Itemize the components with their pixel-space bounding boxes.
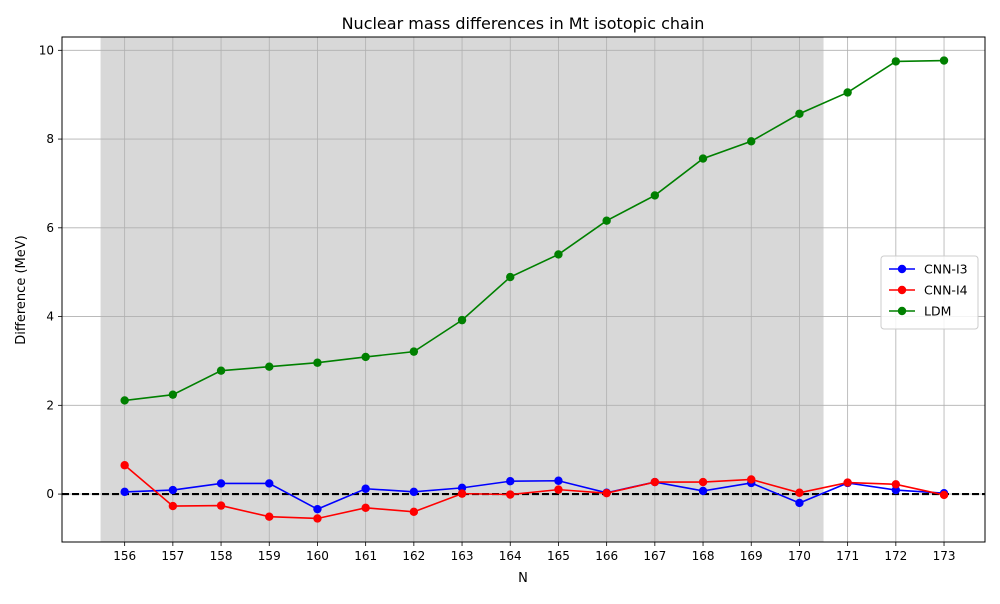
data-point [698,486,708,496]
data-point [602,488,611,498]
data-point [313,504,322,514]
data-point [120,487,129,497]
data-point [216,366,226,375]
x-tick-label: 163 [451,549,474,563]
plot-area: 156 157 158 159 160 161 162 163 164 165 166 167 168 1… [39,36,986,563]
data-point [216,479,226,488]
y-tick-label: 0 [46,487,54,501]
data-point [409,347,419,356]
data-point [554,476,563,485]
y-tick-label: 4 [46,310,54,324]
data-point [168,390,178,399]
x-tick-label: 159 [258,549,281,563]
data-point [554,485,563,494]
data-point [939,490,949,500]
data-point [216,501,226,510]
data-point [843,88,852,97]
data-point [891,480,901,489]
data-point [891,485,901,495]
data-point [265,512,274,521]
y-tick-label: 6 [46,221,54,235]
data-point [168,501,178,511]
x-tick-label: 169 [740,549,763,563]
data-point [265,479,274,488]
x-tick-label: 165 [547,549,570,563]
data-point [891,57,901,66]
data-point [361,484,370,493]
data-point [506,477,515,486]
data-point [168,485,178,495]
y-tick-label: 2 [46,398,54,412]
data-point [795,109,804,118]
x-tick-label: 158 [210,549,233,563]
data-point [698,477,708,487]
series-line [124,464,945,520]
data-point [795,488,804,497]
data-point [795,498,804,508]
x-tick-label: 156 [113,549,136,563]
data-point [313,514,322,523]
data-point [843,478,852,487]
data-point [265,362,274,371]
legend-marker [897,285,907,295]
series-cnn-i4 [120,461,949,523]
data-point [457,489,467,498]
data-point [120,396,129,405]
legend-label: CNN-I3 [924,262,968,277]
series-ldm [120,56,949,405]
data-point [506,490,515,499]
y-tick-label: 8 [46,132,54,146]
plot-frame [61,36,986,543]
legend-marker [897,306,907,316]
x-tick-label: 172 [884,549,907,563]
data-point [698,154,708,163]
legend-label: CNN-I4 [924,283,968,298]
data-point [506,272,515,282]
data-point [361,352,370,362]
data-point [602,216,611,225]
x-tick-label: 171 [836,549,859,563]
y-axis-label: Difference (MeV) [14,235,29,344]
data-point [747,475,756,484]
data-point [650,477,660,487]
series-line [124,479,945,511]
x-tick-label: 164 [499,549,522,563]
series-line [124,59,945,402]
data-point [361,503,370,513]
data-point [313,358,322,367]
x-tick-label: 161 [354,549,377,563]
x-tick-label: 170 [788,549,811,563]
data-point [747,137,756,146]
x-tick-label: 160 [306,549,329,563]
chart-title: Nuclear mass differences in Mt isotopic … [342,14,705,33]
legend: CNN-I3 CNN-I4 LDM [880,255,979,330]
legend-label: LDM [924,304,951,319]
x-tick-label: 157 [161,549,184,563]
x-tick-label: 173 [933,549,956,563]
data-point [120,461,129,470]
data-point [409,507,419,517]
y-tick-label: 10 [39,43,54,57]
data-point [650,191,660,200]
data-point [409,487,419,497]
x-axis-label: N [518,571,528,586]
x-tick-label: 162 [402,549,425,563]
x-tick-label: 167 [643,549,666,563]
data-point [457,483,467,493]
x-tick-label: 168 [692,549,715,563]
data-point [457,315,467,325]
data-point [939,56,949,65]
data-point [554,250,563,259]
x-tick-label: 166 [595,549,618,563]
legend-marker [897,264,907,274]
